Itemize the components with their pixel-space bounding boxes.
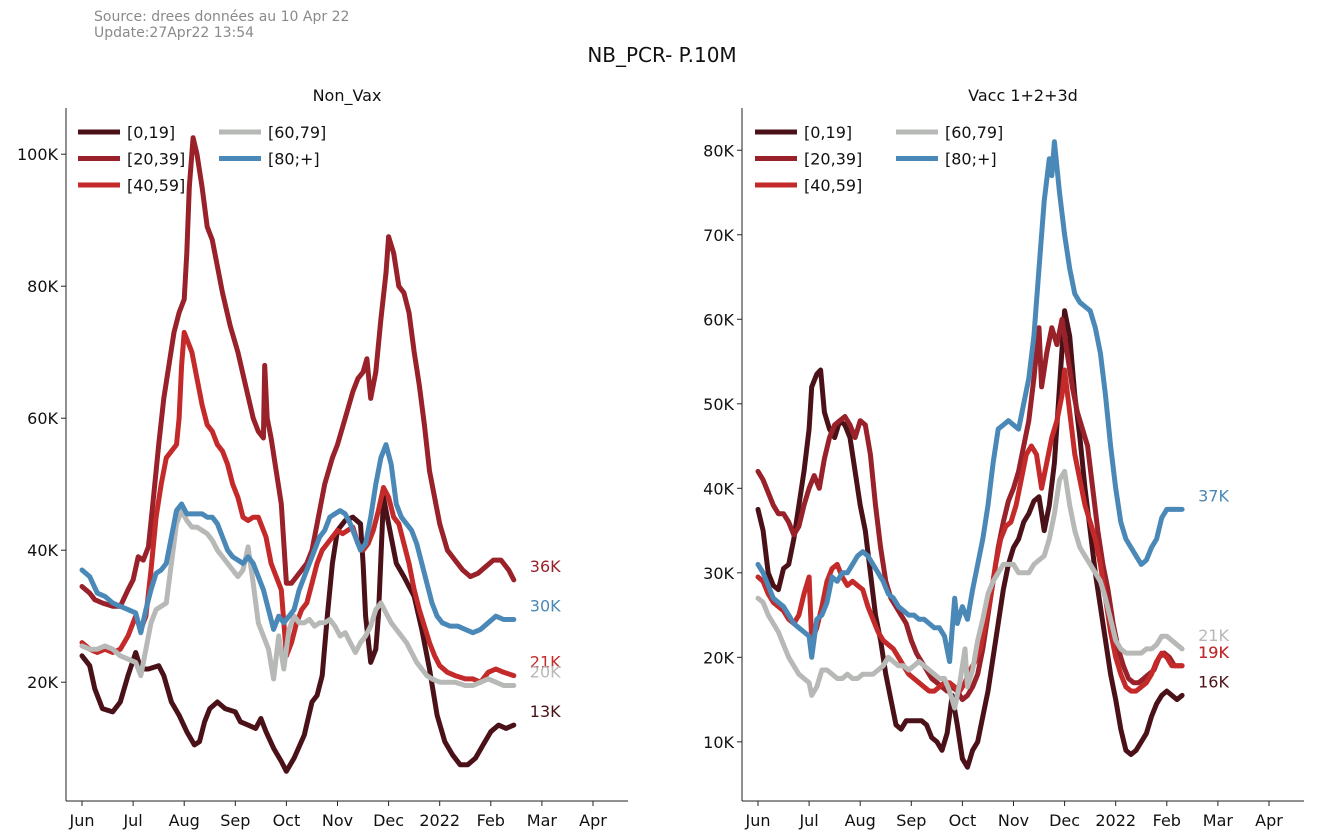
x-tick-label: Oct [949, 811, 977, 830]
x-tick-label: Oct [273, 811, 301, 830]
y-tick-label: 40K [703, 479, 734, 498]
chart-panel-1: Non_Vax 20K 40K 60K 80K 100K Jun Jul Aug Sep Oct No… [17, 86, 628, 830]
series-line-[80;+] [755, 139, 1185, 665]
series-line-[80;+] [79, 442, 517, 636]
series-line-[0,19] [755, 308, 1185, 770]
y-tick-label: 50K [703, 395, 734, 414]
y-tick-label: 10K [703, 733, 734, 752]
update-line: Update:27Apr22 13:54 [94, 25, 255, 41]
series-end-label: 19K [1198, 643, 1229, 662]
x-tick-label: Feb [477, 811, 505, 830]
legend-label: [0,19] [804, 123, 852, 142]
y-tick-label: 60K [703, 310, 734, 329]
subplot-title: Non_Vax [313, 86, 382, 106]
series-line-[60,79] [79, 508, 517, 688]
x-tick-label: Feb [1153, 811, 1181, 830]
series-end-label: 13K [530, 702, 561, 721]
series-end-label: 21K [1198, 626, 1229, 645]
x-tick-label: Jun [69, 811, 95, 830]
series-line-[20,39] [79, 135, 517, 609]
y-tick-label: 30K [703, 564, 734, 583]
series-end-label: 30K [530, 597, 561, 616]
y-tick-label: 20K [27, 673, 58, 692]
series-end-label: 21K [530, 653, 561, 672]
y-tick-label: 80K [703, 141, 734, 160]
y-tick-label: 20K [703, 648, 734, 667]
x-tick-label: Mar [527, 811, 558, 830]
x-tick-label: Apr [579, 811, 607, 830]
x-tick-label: Sep [896, 811, 926, 830]
legend: [0,19] [20,39] [40,59] [60,79] [80;+] [78, 123, 326, 195]
x-tick-label: Sep [220, 811, 250, 830]
x-tick-label: Aug [845, 811, 876, 830]
legend-label: [20,39] [804, 150, 862, 169]
legend-label: [40,59] [127, 176, 185, 195]
source-line: Source: drees données au 10 Apr 22 [94, 9, 350, 25]
series-lines [79, 135, 517, 774]
y-tick-label: 100K [17, 145, 59, 164]
series-end-label: 37K [1198, 486, 1229, 505]
main-title: NB_PCR- P.10M [587, 43, 737, 67]
legend-label: [20,39] [127, 150, 185, 169]
x-tick-label: Mar [1203, 811, 1234, 830]
series-end-label: 36K [530, 557, 561, 576]
x-tick-label: Jul [798, 811, 818, 830]
legend-label: [0,19] [127, 123, 175, 142]
series-line-[0,19] [79, 494, 517, 774]
x-tick-label: Dec [1049, 811, 1080, 830]
legend-label: [60,79] [945, 123, 1003, 142]
y-tick-label: 70K [703, 226, 734, 245]
series-end-label: 20K [530, 663, 561, 682]
series-line-[60,79] [755, 468, 1185, 711]
x-tick-label: Jun [745, 811, 771, 830]
series-lines [755, 139, 1185, 770]
series-line-[40,59] [79, 329, 517, 685]
legend-label: [40,59] [804, 176, 862, 195]
x-tick-label: Dec [373, 811, 404, 830]
y-tick-label: 60K [27, 409, 58, 428]
legend-label: [60,79] [268, 123, 326, 142]
x-tick-label: Nov [322, 811, 353, 830]
x-tick-label: Nov [998, 811, 1029, 830]
legend: [0,19] [20,39] [40,59] [60,79] [80;+] [755, 123, 1003, 195]
series-line-[20,39] [755, 316, 1185, 703]
series-end-label: 16K [1198, 672, 1229, 691]
subplot-title: Vacc 1+2+3d [968, 86, 1078, 105]
series-end-label: 19K [1198, 643, 1229, 662]
x-tick-label: Jul [122, 811, 142, 830]
chart-panel-2: Vacc 1+2+3d 10K 20K 30K 40K 50K 60K 70K 80K Jun Ju… [703, 86, 1304, 830]
legend-label: [80;+] [268, 150, 320, 169]
x-tick-label: 2022 [1095, 811, 1136, 830]
source-info: Source: drees données au 10 Apr 22 Updat… [94, 9, 349, 41]
y-tick-label: 80K [27, 277, 58, 296]
x-tick-label: Aug [169, 811, 200, 830]
legend-label: [80;+] [945, 150, 997, 169]
x-tick-label: 2022 [419, 811, 460, 830]
y-tick-label: 40K [27, 541, 58, 560]
x-tick-label: Apr [1255, 811, 1283, 830]
